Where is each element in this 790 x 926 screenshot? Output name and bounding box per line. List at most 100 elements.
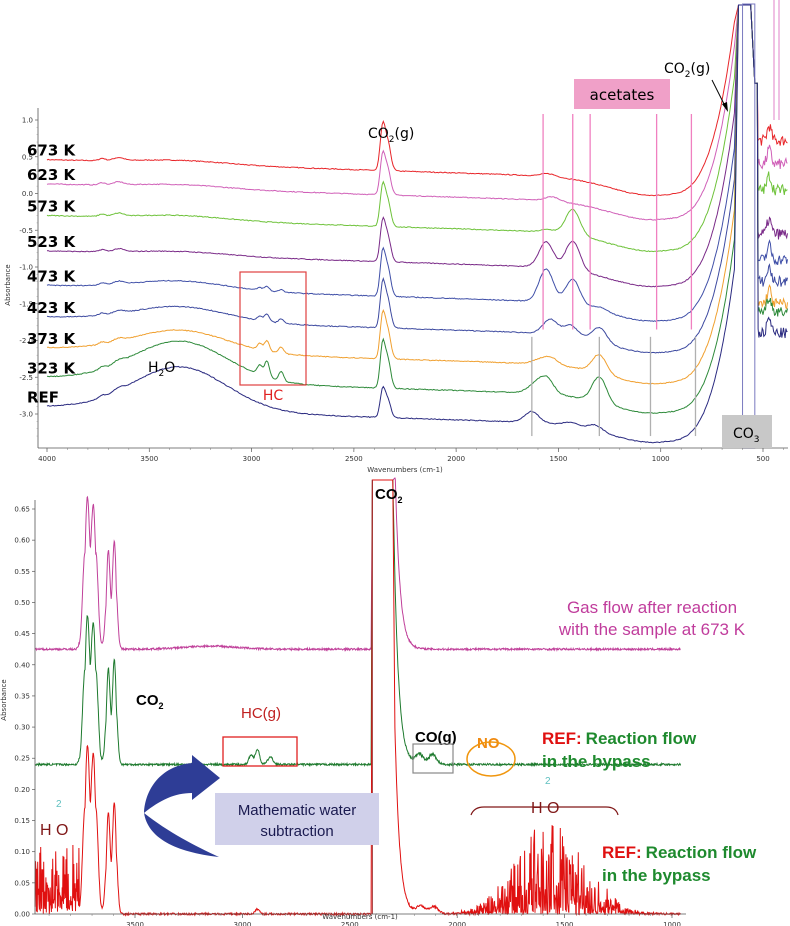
top-x-axis-label: Wavenumbers (cm-1) xyxy=(367,466,443,474)
h2o-left-label: H O xyxy=(40,822,68,839)
top-series-line xyxy=(46,4,788,385)
ref-label-2: REF: Reaction flow xyxy=(602,843,757,862)
top-series-line xyxy=(46,4,788,354)
top-axes: 4000 3500 3000 2500 2000 1500 1000 500 1.0 0.5 0.0… xyxy=(19,108,788,463)
co2-left-label: CO2 xyxy=(136,692,164,711)
top-series-line xyxy=(46,4,788,288)
acetates-label: acetates xyxy=(590,86,655,104)
top-y-tick-label: -3.0 xyxy=(19,411,33,419)
gas-flow-label-line2: with the sample at 673 K xyxy=(558,620,746,639)
top-temperature-labels: 673 K 623 K 573 K 523 K 473 K 423 K 373 K 323 K… xyxy=(27,142,77,407)
bottom-x-tick-label: 3000 xyxy=(233,921,251,926)
ref-label-1: REF: Reaction flow xyxy=(542,729,697,748)
bottom-x-axis-label: Wavenumbers (cm-1) xyxy=(322,913,398,921)
bottom-x-tick-label: 1000 xyxy=(663,921,681,926)
bottom-y-tick-label: 0.15 xyxy=(14,817,30,825)
temperature-label: 673 K xyxy=(27,142,77,160)
temperature-label: 473 K xyxy=(27,267,77,285)
bottom-x-tick-label: 2500 xyxy=(341,921,359,926)
top-y-tick-label: 0.0 xyxy=(22,190,33,198)
water-subtraction-line1: Mathematic water xyxy=(238,802,356,819)
temperature-label: 423 K xyxy=(27,299,77,317)
h2o-label: H2O xyxy=(148,360,175,379)
bottom-y-tick-label: 0.00 xyxy=(14,911,30,919)
top-series-line xyxy=(46,4,788,444)
top-series-line xyxy=(46,4,788,253)
h2o-brace xyxy=(470,806,619,816)
bottom-y-tick-label: 0.10 xyxy=(14,848,30,856)
hc-label: HC xyxy=(263,388,284,404)
top-x-tick-label: 2500 xyxy=(345,455,363,463)
bottom-y-tick-label: 0.45 xyxy=(14,630,30,638)
top-x-tick-label: 2000 xyxy=(447,455,465,463)
co2-arrow-head-icon xyxy=(722,102,728,112)
temperature-label: 373 K xyxy=(27,330,77,348)
bottom-y-tick-label: 0.05 xyxy=(14,879,30,887)
co2-top-label: CO2 xyxy=(375,486,403,505)
co2-gas-arrow-label: CO2(g) xyxy=(664,61,710,80)
bottom-chart: 3500 3000 2500 2000 1500 1000 0.65 0.60 0.55 0.50… xyxy=(0,477,757,926)
co2-gas-label: CO2(g) xyxy=(368,126,414,145)
ref-text-1-line2: in the bypass xyxy=(542,752,651,771)
top-series-line xyxy=(46,4,788,322)
co-gas-label: CO(g) xyxy=(415,729,457,746)
water-subtraction-box xyxy=(215,793,379,845)
ref-text-2-line2: in the bypass xyxy=(602,866,711,885)
top-chart: 4000 3500 3000 2500 2000 1500 1000 500 1.0 0.5 0.0… xyxy=(4,0,788,474)
h2o-right-label: H O xyxy=(531,800,559,817)
no-ellipse xyxy=(466,741,516,777)
bottom-y-tick-label: 0.35 xyxy=(14,692,30,700)
top-y-tick-label: 0.5 xyxy=(22,153,33,161)
top-peak-outline xyxy=(742,3,756,449)
bottom-series-group xyxy=(34,477,682,917)
top-y-axis-label: Absorbance xyxy=(4,264,12,305)
top-y-tick-label: -0.5 xyxy=(19,227,33,235)
ref-text-1-line1: Reaction flow xyxy=(586,729,697,748)
top-x-tick-label: 1500 xyxy=(550,455,568,463)
top-x-tick-label: 500 xyxy=(756,455,769,463)
top-x-tick-label: 4000 xyxy=(38,455,56,463)
top-annotation-lines xyxy=(531,114,697,437)
temperature-label: 323 K xyxy=(27,359,77,377)
bottom-x-tick-label: 1500 xyxy=(556,921,574,926)
bottom-series-line xyxy=(34,479,682,768)
water-subtraction-line2: subtraction xyxy=(260,823,333,840)
top-series-line xyxy=(46,4,788,197)
top-x-tick-label: 3500 xyxy=(140,455,158,463)
top-y-tick-label: -1.0 xyxy=(19,264,33,272)
bottom-y-tick-label: 0.25 xyxy=(14,755,30,763)
bottom-y-tick-label: 0.50 xyxy=(14,599,30,607)
h2o-left-subscript: 2 xyxy=(56,799,62,810)
hc-gas-label: HC(g) xyxy=(241,705,281,722)
no-label: NO xyxy=(477,735,500,752)
top-y-tick-label: -2.0 xyxy=(19,337,33,345)
top-series-line xyxy=(46,4,788,221)
hc-gas-box xyxy=(222,736,298,767)
bottom-y-tick-label: 0.65 xyxy=(14,506,30,514)
bottom-y-tick-label: 0.55 xyxy=(14,568,30,576)
ref-prefix-2: REF: xyxy=(602,843,642,862)
acetates-box xyxy=(574,79,670,109)
bottom-x-tick-label: 3500 xyxy=(126,921,144,926)
h2o-right-subscript: 2 xyxy=(545,776,551,787)
top-series-line xyxy=(46,4,788,414)
top-y-tick-label: -1.5 xyxy=(19,300,33,308)
bottom-y-tick-label: 0.30 xyxy=(14,724,30,732)
bottom-x-tick-label: 2000 xyxy=(448,921,466,926)
bottom-y-tick-label: 0.60 xyxy=(14,537,30,545)
gas-flow-label-line1: Gas flow after reaction xyxy=(567,598,737,617)
ref-text-2-line1: Reaction flow xyxy=(646,843,757,862)
temperature-label: 523 K xyxy=(27,233,77,251)
curved-arrow-icon xyxy=(144,755,220,813)
curved-arrow-tail-icon xyxy=(144,813,219,857)
bottom-axes: 3500 3000 2500 2000 1500 1000 0.65 0.60 0.55 0.50… xyxy=(14,500,686,926)
bottom-y-tick-label: 0.20 xyxy=(14,786,30,794)
top-x-tick-label: 1000 xyxy=(652,455,670,463)
ref-prefix-1: REF: xyxy=(542,729,582,748)
hc-box xyxy=(239,271,307,386)
co-gas-box xyxy=(412,743,454,774)
temperature-label: 573 K xyxy=(27,198,77,216)
bottom-y-axis-label: Absorbance xyxy=(0,679,8,720)
bottom-series-line xyxy=(34,479,682,917)
